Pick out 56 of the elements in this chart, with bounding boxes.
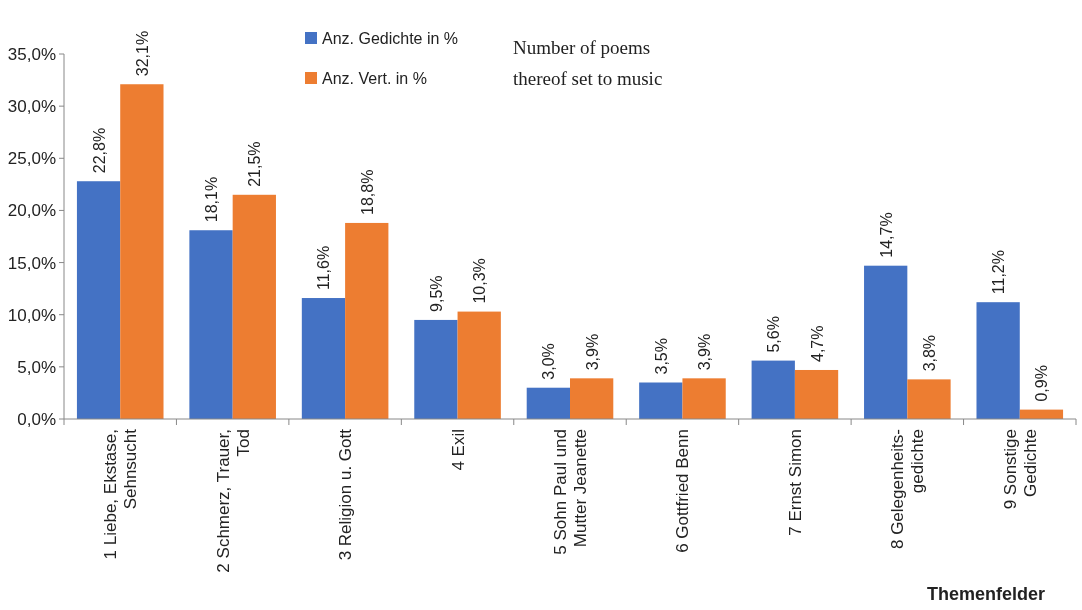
bar (120, 84, 164, 419)
x-axis-title: Themenfelder (926, 584, 1045, 604)
bar (864, 265, 908, 419)
x-tick-label: 7 Ernst Simon (785, 429, 805, 536)
bar (526, 387, 570, 419)
data-label: 14,7% (877, 212, 895, 258)
data-label: 18,1% (203, 176, 221, 223)
y-tick-label: 5,0% (17, 357, 56, 377)
x-tick-label: 5 Sohn Paul und Mutter Jeanette (551, 429, 590, 555)
data-label: 3,9% (583, 333, 601, 371)
bar (570, 378, 614, 419)
data-label: 0,9% (1033, 365, 1051, 402)
data-label: 11,2% (990, 250, 1008, 295)
data-label: 10,3% (471, 258, 489, 304)
bar (639, 382, 683, 419)
bar (76, 181, 121, 419)
bar (232, 194, 276, 419)
data-label: 3,5% (652, 338, 670, 375)
y-tick-label: 30,0% (7, 97, 56, 117)
bar (345, 222, 389, 419)
y-tick-label: 35,0% (7, 44, 56, 64)
bar (794, 369, 839, 419)
bar (414, 319, 458, 419)
data-label: 21,5% (246, 141, 264, 187)
data-label: 22,8% (90, 127, 108, 174)
y-tick-label: 25,0% (7, 149, 56, 169)
x-tick-label: 3 Religion u. Gott (336, 428, 356, 561)
x-tick-label: 2 Schmerz, Trauer, Tod (213, 429, 253, 573)
data-label: 4,7% (808, 325, 826, 362)
bar (907, 379, 951, 419)
legend-label: Anz. Gedichte in % (322, 29, 459, 47)
x-tick-label: 6 Gottfried Benn (673, 429, 693, 553)
data-label: 32,1% (133, 30, 151, 77)
x-tick-label: 9 Sonstige Gedichte (1000, 429, 1040, 510)
bar (976, 302, 1020, 419)
data-label: 5,6% (765, 316, 783, 353)
data-label: 3,0% (540, 343, 558, 380)
data-label: 18,8% (358, 169, 376, 215)
y-tick-label: 0,0% (17, 409, 56, 429)
x-tick-label: 4 Exil (448, 429, 468, 471)
data-label: 3,8% (920, 334, 938, 372)
bar (751, 360, 795, 419)
legend-label: Anz. Vert. in % (322, 69, 427, 87)
bar (301, 298, 346, 419)
y-tick-label: 20,0% (7, 201, 56, 221)
bar (682, 378, 726, 419)
bar (457, 311, 501, 419)
bar (189, 230, 233, 419)
data-label: 11,6% (315, 245, 333, 291)
x-tick-label: 8 Gelegenheits- gedichte (888, 429, 928, 550)
data-label: 3,9% (696, 333, 714, 371)
annotation: Number of poems thereof set to music (513, 37, 663, 89)
x-tick-label: 1 Liebe, Ekstase, Sehnsucht (101, 428, 141, 560)
y-tick-label: 15,0% (7, 253, 56, 273)
y-tick-label: 10,0% (7, 305, 56, 325)
data-label: 9,5% (427, 275, 445, 312)
